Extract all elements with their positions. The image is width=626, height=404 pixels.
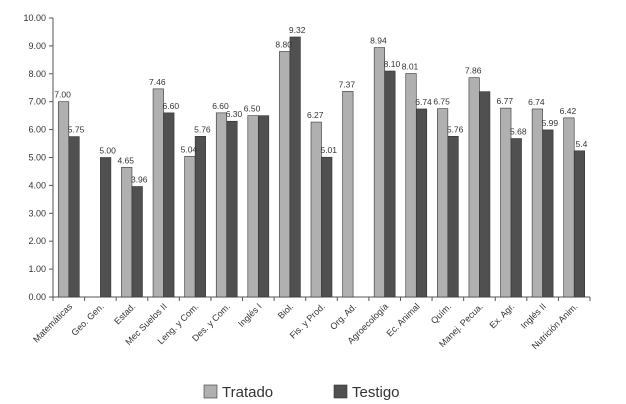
bar-testigo-2 [131,186,143,298]
bar-testigo-12 [447,135,459,298]
data-label-tratado-0: 7.00 [54,90,71,100]
x-category-label: Quím. [429,301,453,325]
x-category-label: Estad. [112,301,137,326]
y-tick-label: 0.00 [28,292,46,302]
data-label-testigo-4: 5.76 [194,124,211,134]
bar-tratado-3 [152,88,164,298]
data-label-tratado-11: 8.01 [402,62,419,72]
data-label-testigo-15: 5.99 [542,118,559,128]
y-tick-label: 7.00 [28,97,46,107]
data-label-tratado-5: 6.60 [212,101,229,111]
data-label-testigo-3: 6.60 [163,101,180,111]
legend-label-testigo: Testigo [352,384,400,401]
y-tick-label: 5.00 [28,153,46,163]
bar-testigo-16 [573,150,586,298]
bar-testigo-14 [510,138,522,298]
y-tick-label: 1.00 [28,264,46,274]
bar-tratado-5 [215,112,228,298]
bar-tratado-11 [405,73,417,298]
chart-legend: Tratado Testigo [203,384,400,401]
bar-testigo-13 [479,91,491,298]
data-label-tratado-6: 6.50 [244,104,261,114]
bar-tratado-2 [121,166,133,298]
data-label-tratado-16: 6.42 [560,106,577,116]
bar-tratado-13 [468,77,480,298]
x-category-label: Inglés I [236,301,264,329]
data-label-testigo-12: 5.76 [447,124,464,134]
data-label-tratado-14: 6.77 [497,96,514,106]
x-category-label: Org. Ad. [328,301,358,331]
data-label-testigo-16: 5.4 [576,139,588,149]
legend-swatch-testigo [333,384,348,399]
x-category-label: Geo. Gen. [69,301,105,337]
data-label-tratado-2: 4.65 [117,155,134,165]
y-tick-label: 2.00 [28,236,46,246]
data-label-testigo-11: 6.74 [415,97,432,107]
data-label-tratado-8: 6.27 [307,110,324,120]
bar-testigo-15 [542,129,554,298]
bar-tratado-15 [531,108,543,298]
data-label-testigo-2: 3.96 [131,175,148,185]
data-label-tratado-7: 8.80 [275,39,292,49]
y-tick-label: 9.00 [28,41,46,51]
data-label-tratado-15: 6.74 [528,97,545,107]
x-category-label: Matemáticas [31,301,74,344]
data-label-testigo-7: 9.32 [289,25,306,35]
bar-tratado-12 [437,108,449,298]
data-label-tratado-3: 7.46 [149,77,166,87]
x-category-label: Ex. Agr. [487,301,516,330]
legend-swatch-tratado [203,384,218,399]
data-label-testigo-5: 6.30 [226,109,243,119]
x-category-label: Ec. Animal [385,301,422,338]
bar-testigo-6 [258,115,270,298]
data-label-testigo-10: 8.10 [384,59,401,69]
bar-tratado-10 [373,47,385,298]
bar-tratado-6 [247,115,259,298]
bar-testigo-5 [226,120,238,298]
legend-label-tratado: Tratado [222,384,273,401]
data-label-tratado-9: 7.37 [339,79,356,89]
y-tick-label: 8.00 [28,69,46,79]
bar-testigo-3 [163,112,175,298]
x-category-label: Inglés II [519,301,548,330]
bar-tratado-16 [563,117,575,298]
bar-testigo-4 [194,135,206,298]
data-label-testigo-1: 5.00 [99,146,116,156]
data-label-testigo-0: 5.75 [68,125,85,135]
bar-testigo-0 [68,136,80,298]
bar-testigo-1 [100,157,112,298]
y-tick-label: 3.00 [28,208,46,218]
y-tick-label: 6.00 [28,125,46,135]
data-label-testigo-8: 5.01 [320,145,337,155]
y-tick-label: 10.00 [23,13,46,23]
chart-bars [57,36,586,298]
data-label-tratado-13: 7.86 [465,66,482,76]
data-label-tratado-10: 8.94 [370,36,387,46]
bar-tratado-9 [342,91,354,298]
chart-data-labels: 7.00 4.65 7.46 5.04 6.60 6.50 8.80 6.27 7.37 8.94… [54,25,587,185]
x-category-label: Biol. [276,301,295,320]
data-label-testigo-14: 5.68 [510,127,527,137]
bar-testigo-8 [321,156,333,298]
y-tick-label: 4.00 [28,180,46,190]
bar-testigo-10 [384,70,396,298]
bar-testigo-11 [415,108,428,298]
bar-tratado-4 [184,156,196,298]
bar-testigo-7 [289,36,301,298]
bar-tratado-7 [279,51,291,298]
data-label-tratado-4: 5.04 [181,144,198,154]
data-label-tratado-12: 6.75 [433,97,450,107]
